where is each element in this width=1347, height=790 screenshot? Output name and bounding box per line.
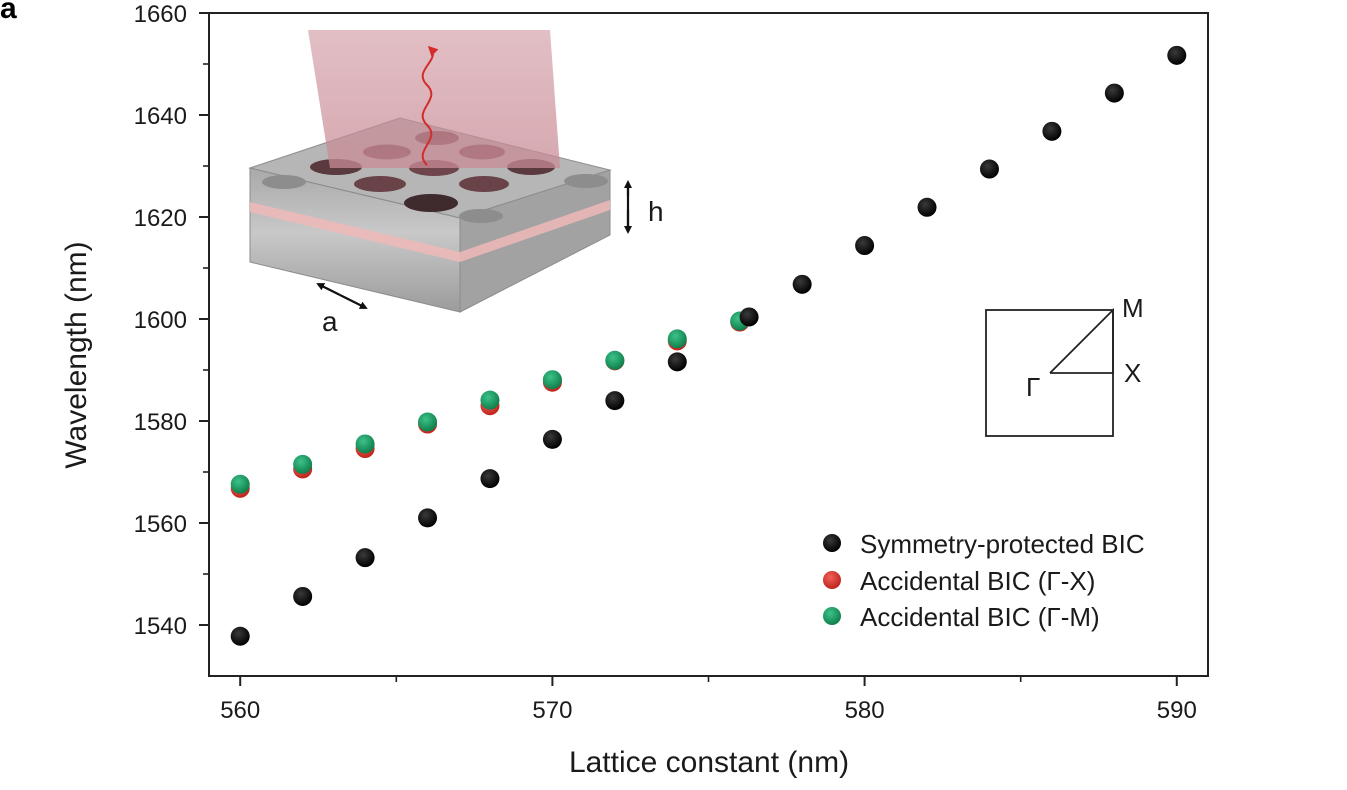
brillouin-zone-inset: Γ X M [985,293,1144,437]
data-points [230,45,1187,646]
legend-label-gamma-x: Accidental BIC (Γ-X) [860,566,1095,596]
photonic-crystal-inset: h a [248,30,664,337]
quantum-well-left [250,202,460,262]
y-tick-label: 1560 [134,511,187,538]
lattice-arrow [339,294,368,309]
legend-marker-gamma-m [823,607,841,625]
y-axis-ticks: 1540 1560 1580 1600 1620 1640 1660 [134,1,209,640]
point-accidental-gamma-m [418,412,438,432]
point-symmetry-protected [293,586,313,606]
legend: Symmetry-protected BIC Accidental BIC (Γ… [823,529,1145,632]
point-accidental-gamma-m [355,434,375,454]
y-tick-label: 1660 [134,1,187,28]
x-tick-label: 560 [220,697,260,724]
x-axis-ticks: 560 570 580 590 [220,676,1197,724]
point-accidental-gamma-m [542,370,562,390]
bz-m-label: M [1122,293,1144,323]
legend-label-gamma-m: Accidental BIC (Γ-M) [860,602,1100,632]
legend-marker-symmetry [823,534,841,552]
point-symmetry-protected [230,626,250,646]
height-label: h [648,196,664,227]
y-tick-label: 1540 [134,613,187,640]
emission-arrow [421,45,439,166]
point-symmetry-protected [739,307,759,327]
emission-beam [308,30,560,168]
slab-right-face [459,169,611,313]
x-tick-label: 580 [845,697,885,724]
point-symmetry-protected [418,508,438,528]
x-tick-label: 590 [1157,697,1197,724]
panel-label: a [0,0,17,25]
point-symmetry-protected [542,429,562,449]
point-symmetry-protected [979,159,999,179]
point-accidental-gamma-m [667,329,687,349]
point-accidental-gamma-m [480,390,500,410]
point-accidental-gamma-m [230,474,250,494]
point-symmetry-protected [1104,83,1124,103]
y-axis-label: Wavelength (nm) [60,241,93,468]
legend-marker-gamma-x [823,571,841,589]
point-symmetry-protected [355,548,375,568]
point-symmetry-protected [1042,121,1062,141]
point-symmetry-protected [480,469,500,489]
bz-x-label: X [1124,358,1141,388]
bz-gamma-label: Γ [1026,372,1040,402]
bz-irreducible-path [1049,307,1114,374]
legend-label-symmetry: Symmetry-protected BIC [860,529,1145,559]
y-tick-label: 1620 [134,205,187,232]
quantum-well-right [460,200,610,262]
point-symmetry-protected [855,236,875,256]
point-accidental-gamma-m [605,350,625,370]
lattice-label: a [322,306,338,337]
point-accidental-gamma-m [293,454,313,474]
x-axis-label: Lattice constant (nm) [569,746,849,779]
point-symmetry-protected [1167,45,1187,65]
x-tick-label: 570 [532,697,572,724]
point-symmetry-protected [917,197,937,217]
point-symmetry-protected [605,391,625,411]
y-tick-label: 1640 [134,103,187,130]
y-tick-label: 1580 [134,409,187,436]
point-symmetry-protected [667,352,687,372]
y-tick-label: 1600 [134,307,187,334]
point-symmetry-protected [792,274,812,294]
